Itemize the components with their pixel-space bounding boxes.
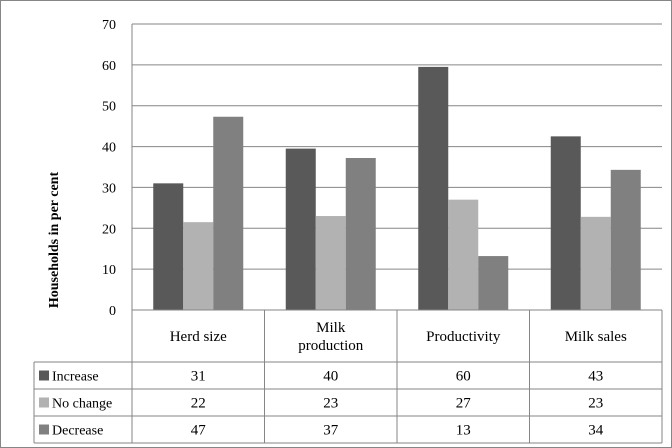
y-tick-label: 10 <box>102 263 116 278</box>
legend-label: Increase <box>52 370 99 385</box>
legend-label: No change <box>52 397 112 412</box>
bar-increase <box>153 183 184 310</box>
legend-label: Decrease <box>52 424 103 439</box>
data-label: 37 <box>323 423 339 439</box>
bar-no-change <box>315 216 346 310</box>
y-tick-label: 0 <box>109 304 116 319</box>
legend-swatch <box>39 397 49 408</box>
legend-swatch <box>39 370 49 381</box>
bar-increase <box>418 66 449 311</box>
y-axis-label: Households in per cent <box>47 172 62 309</box>
bar-no-change <box>448 199 479 310</box>
x-tick-label: production <box>298 338 363 354</box>
x-tick-label: Herd size <box>170 329 227 345</box>
x-tick-label: Milk sales <box>565 329 627 345</box>
data-label: 43 <box>588 369 603 385</box>
y-tick-labels: 0 10 20 30 40 50 60 70 <box>102 18 116 319</box>
y-tick-label: 50 <box>102 100 116 115</box>
bar-no-change <box>580 216 611 310</box>
data-label: 40 <box>323 369 338 385</box>
x-tick-label: Productivity <box>426 329 501 345</box>
data-label: 31 <box>191 369 206 385</box>
legend-swatch <box>39 424 49 435</box>
bar-increase <box>285 148 316 310</box>
y-tick-label: 60 <box>102 59 116 74</box>
data-table: Herd size Milk production Productivity Milk … <box>33 309 663 444</box>
data-label: 23 <box>323 396 338 412</box>
data-label: 13 <box>456 423 471 439</box>
bar-decrease <box>345 158 376 310</box>
data-label: 27 <box>456 396 472 412</box>
y-tick-label: 40 <box>102 141 116 156</box>
bar-increase <box>550 136 581 310</box>
bar-decrease <box>478 256 509 310</box>
bars <box>153 66 641 311</box>
y-tick-label: 20 <box>102 222 116 237</box>
bar-decrease <box>213 116 244 310</box>
data-label: 23 <box>588 396 603 412</box>
bar-no-change <box>183 222 214 310</box>
data-label: 60 <box>456 369 471 385</box>
data-label: 34 <box>588 423 604 439</box>
y-tick-label: 70 <box>102 18 116 33</box>
x-tick-label: Milk <box>316 320 346 336</box>
y-tick-label: 30 <box>102 181 116 196</box>
data-label: 47 <box>191 423 207 439</box>
bar-decrease <box>610 169 641 310</box>
data-label: 22 <box>191 396 206 412</box>
